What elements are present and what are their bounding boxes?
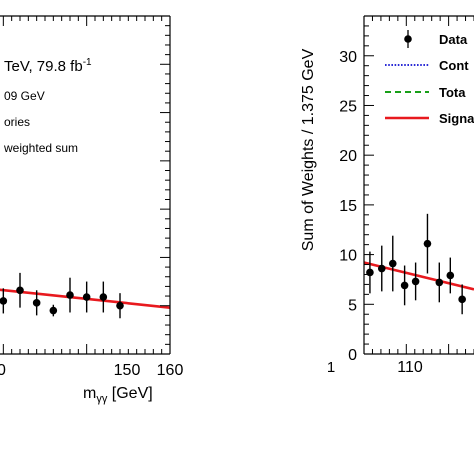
legend-data-marker xyxy=(404,35,412,43)
legend-label-continuum: Cont xyxy=(439,58,469,73)
left-x-tick-label-partial: 0 xyxy=(0,362,6,379)
right-y-tick-label: 0 xyxy=(348,347,357,364)
right-x-tick-label-partial: 1 xyxy=(327,359,335,376)
right-y-tick-label: 25 xyxy=(339,98,357,115)
right-data-point xyxy=(388,259,397,268)
right-y-tick-label: 10 xyxy=(339,248,357,265)
left-fit-line xyxy=(0,288,171,309)
right-data-point xyxy=(435,278,444,287)
left-chart-panel: 0 150 160 mγγ [GeV] TeV, 79.8 fb-1 09 Ge… xyxy=(0,15,184,405)
right-y-tick-label: 20 xyxy=(339,148,357,165)
right-data-point xyxy=(458,295,466,304)
left-data-point xyxy=(99,293,108,301)
left-data-point xyxy=(82,293,91,301)
legend-label-data: Data xyxy=(439,32,468,47)
legend-label-signal: Signa xyxy=(439,111,474,126)
right-y-tick-label: 5 xyxy=(348,297,357,314)
right-data-point xyxy=(366,268,374,277)
right-chart-panel: 0 5 10 15 20 25 30 1 110 Sum of Weights / 1.37… xyxy=(300,15,474,376)
left-annotation-categories: ories xyxy=(4,115,30,129)
left-data-point xyxy=(32,299,41,307)
left-annotation-weighted: weighted sum xyxy=(3,141,78,155)
left-x-tick-label-160: 160 xyxy=(157,362,184,379)
right-data-point xyxy=(377,264,386,273)
left-data-point xyxy=(49,306,58,315)
left-data-point xyxy=(0,297,8,305)
left-x-axis-label: mγγ [GeV] xyxy=(83,385,153,405)
right-data-point xyxy=(400,281,409,290)
right-legend: Data Cont Tota Signa xyxy=(385,30,474,126)
left-data-point xyxy=(116,301,124,310)
right-y-tick-label: 15 xyxy=(339,198,357,215)
right-data-point xyxy=(411,277,420,286)
right-data-point xyxy=(423,239,432,248)
left-annotation-luminosity: TeV, 79.8 fb-1 xyxy=(4,57,92,75)
right-y-tick-label: 30 xyxy=(339,49,357,66)
left-annotation-mass: 09 GeV xyxy=(4,89,45,103)
left-x-tick-label-150: 150 xyxy=(114,362,141,379)
left-data-point xyxy=(16,286,24,295)
right-y-axis-label: Sum of Weights / 1.375 GeV xyxy=(300,48,317,251)
right-x-tick-label-110: 110 xyxy=(397,359,423,376)
left-data-point xyxy=(66,291,74,299)
right-data-point xyxy=(446,271,455,280)
legend-label-total: Tota xyxy=(439,85,466,100)
